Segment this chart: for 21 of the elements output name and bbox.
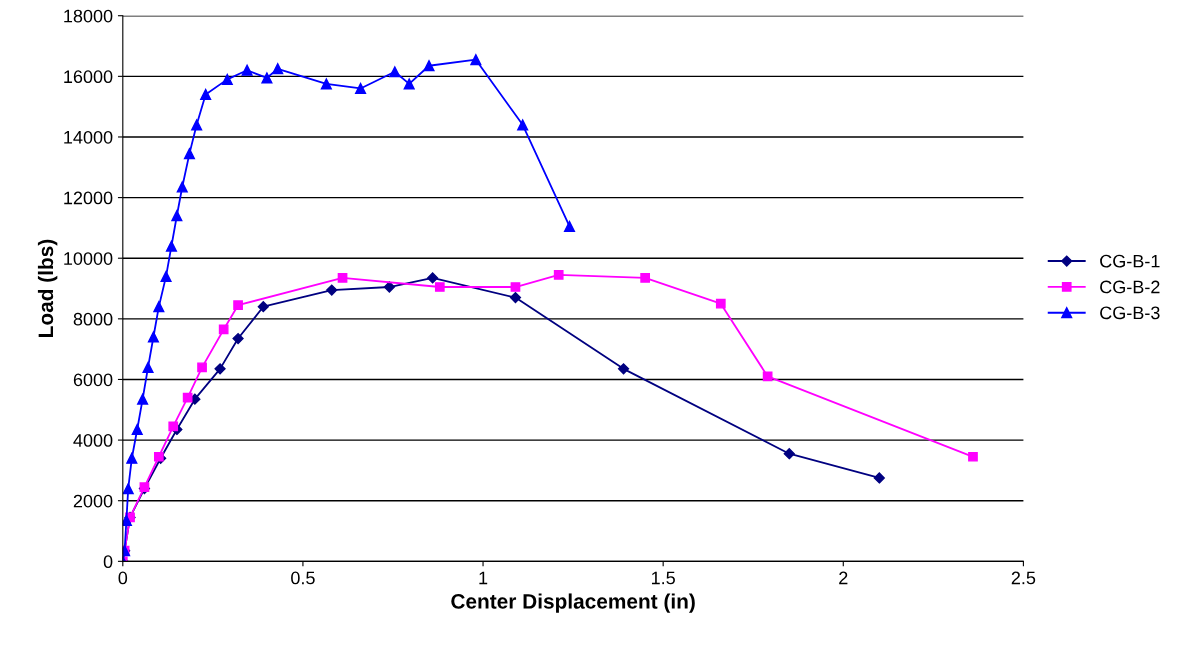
y-axis-title: Load (lbs) <box>37 239 58 337</box>
y-tick-label: 16000 <box>64 70 113 84</box>
y-tick-label: 0 <box>103 555 113 569</box>
y-tick-label: 4000 <box>73 434 113 447</box>
y-tick-label: 14000 <box>64 130 113 144</box>
legend-label: CG-B-3 <box>1100 306 1160 320</box>
y-tick-label: 10000 <box>64 252 113 265</box>
x-tick-label: 1.5 <box>651 571 675 585</box>
x-tick-label: 0.5 <box>291 571 315 585</box>
x-tick-label: 0 <box>118 571 128 585</box>
y-tick-label: 6000 <box>73 373 113 387</box>
y-tick-label: 12000 <box>64 191 113 205</box>
y-tick-label: 8000 <box>73 312 113 326</box>
x-tick-label: 1 <box>479 571 488 585</box>
x-tick-label: 2.5 <box>1011 571 1036 585</box>
x-axis-title: Center Displacement (in) <box>451 593 695 613</box>
legend-label: CG-B-1 <box>1100 254 1160 268</box>
legend-label: CG-B-2 <box>1100 280 1160 294</box>
y-tick-label: 18000 <box>64 9 113 23</box>
x-tick-label: 2 <box>839 571 848 585</box>
y-tick-label: 2000 <box>73 494 113 508</box>
